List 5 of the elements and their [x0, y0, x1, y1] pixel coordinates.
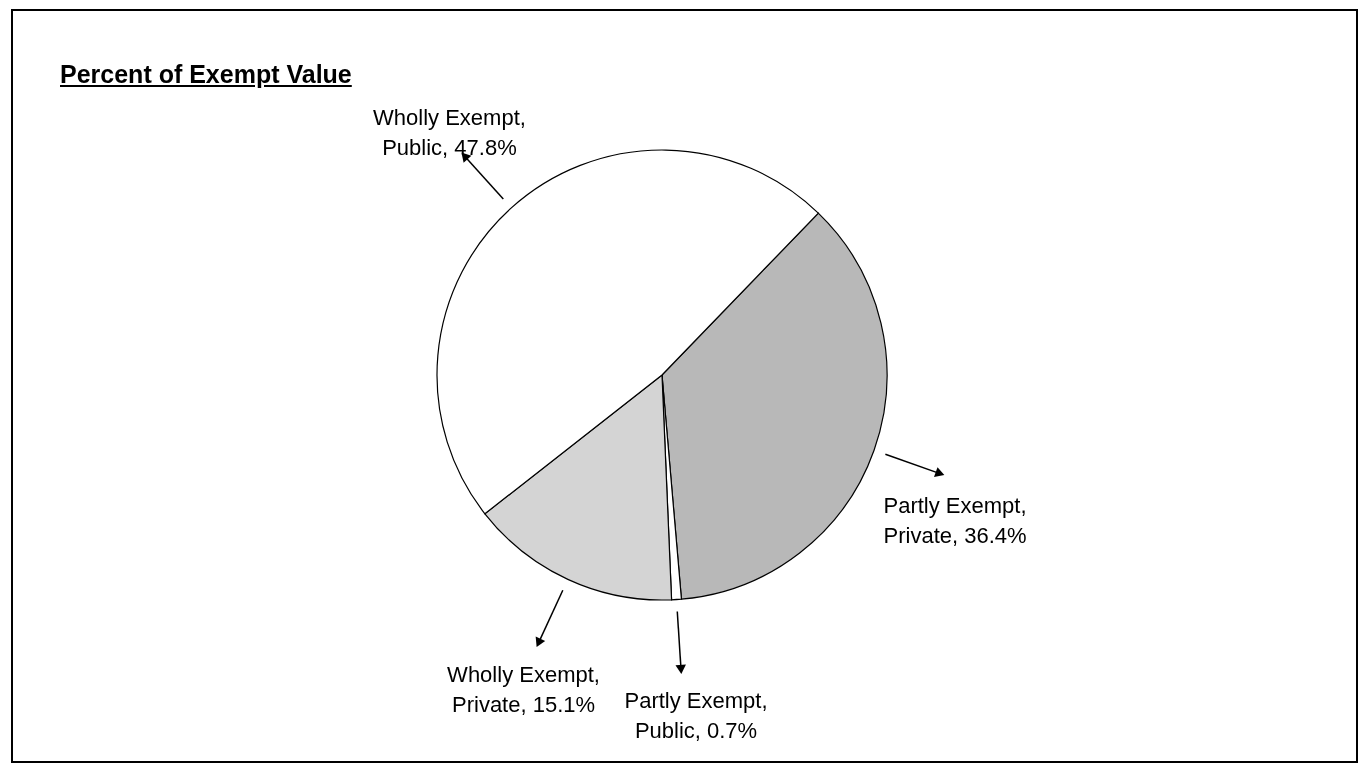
- legend-label: Partly Exempt, Public, 0.7%: [624, 688, 768, 744]
- slice-label: Partly Exempt, Private, 36.4%: [883, 492, 1027, 548]
- slice-label: Wholly Exempt, Private, 15.1%: [447, 661, 600, 717]
- chart-title: Percent of Exempt Value: [60, 60, 352, 89]
- slice-label: Wholly Exempt, Public, 47.8%: [373, 104, 526, 160]
